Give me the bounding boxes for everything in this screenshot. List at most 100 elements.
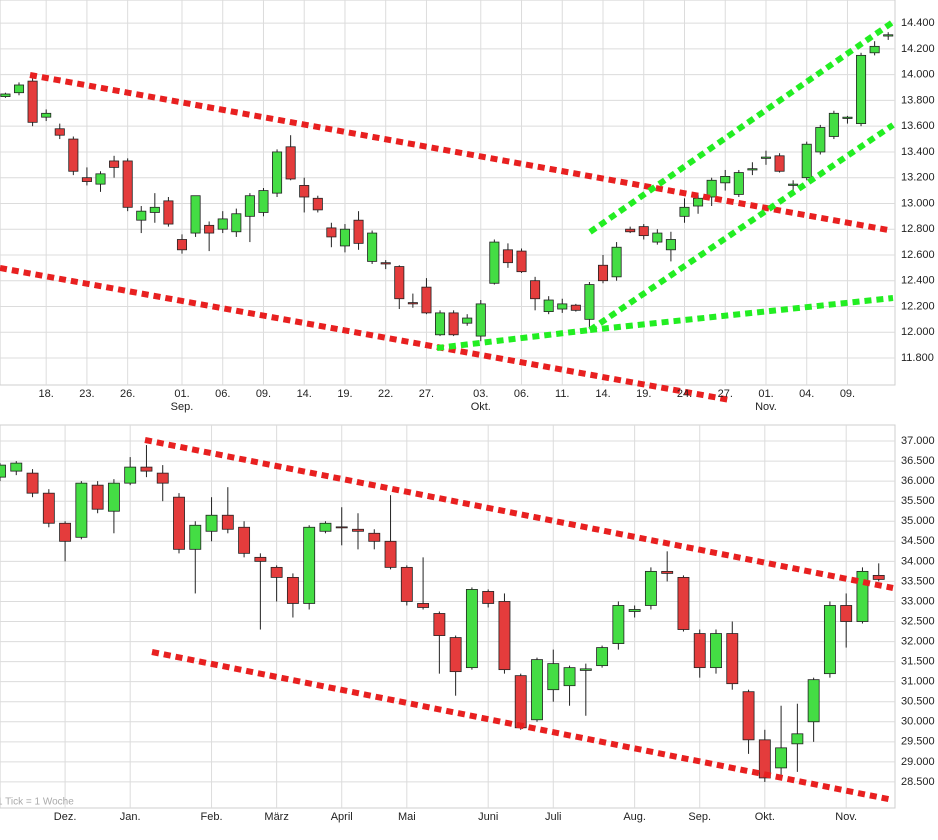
candle-body <box>679 206 690 217</box>
y-tick-label: 13.400 <box>901 146 935 158</box>
candle-body <box>596 647 609 667</box>
candle-body <box>319 522 332 532</box>
candle-body <box>612 605 625 644</box>
candle-body <box>75 482 88 538</box>
candle-body <box>530 280 541 300</box>
candle-body <box>221 514 234 530</box>
trend-line <box>436 327 591 351</box>
candle-body <box>815 127 826 153</box>
y-tick-label: 13.200 <box>901 172 935 184</box>
x-tick-label: 01. <box>174 388 189 400</box>
note: 1 Tick = 1 Woche <box>0 797 74 808</box>
x-tick-label: Jan. <box>120 811 141 823</box>
candle-body <box>10 462 23 472</box>
y-tick-label: 35.000 <box>901 515 935 527</box>
x-tick-label: 14. <box>595 388 610 400</box>
y-tick-label: 12.400 <box>901 275 935 287</box>
candle-body <box>742 691 755 741</box>
candle-body <box>205 514 218 532</box>
y-tick-label: 14.000 <box>901 69 935 81</box>
x-tick-label: 09. <box>840 388 855 400</box>
candle-body <box>638 226 649 237</box>
candle-body <box>557 303 568 310</box>
candle-body <box>489 241 500 284</box>
candle-body <box>665 239 676 251</box>
candle-body <box>258 190 269 213</box>
candle-body <box>124 466 137 484</box>
candle-body <box>726 633 739 685</box>
candle-body <box>791 733 804 745</box>
candle-body <box>270 566 283 578</box>
x-tick-label: 23. <box>79 388 94 400</box>
candle-body <box>286 576 299 604</box>
candle-body <box>312 197 323 211</box>
candle-body <box>531 659 543 721</box>
candle-body <box>449 637 462 673</box>
candle-body <box>149 206 160 213</box>
x-month-label: Sep. <box>171 401 194 413</box>
y-tick-label: 30.500 <box>901 696 935 708</box>
candle-body <box>828 112 839 137</box>
plot-area <box>0 424 896 809</box>
x-tick-label: 18. <box>39 388 54 400</box>
candle-body <box>628 609 641 612</box>
x-tick-label: Dez. <box>54 811 77 823</box>
candle-body <box>543 299 554 313</box>
candle-body <box>176 239 188 251</box>
y-tick-label: 32.000 <box>901 635 935 647</box>
y-tick-label: 33.000 <box>901 595 935 607</box>
candle-body <box>326 227 337 238</box>
candle-body <box>840 605 853 622</box>
candle-body <box>710 633 722 669</box>
y-tick-label: 12.200 <box>901 300 935 312</box>
y-tick-label: 29.500 <box>901 736 935 748</box>
candle-body <box>801 143 812 179</box>
trend-line <box>589 295 894 333</box>
candle-body <box>122 160 133 208</box>
candle-body <box>109 160 120 168</box>
candle-body <box>26 472 39 494</box>
x-tick-label: 19. <box>636 388 651 400</box>
candle-body <box>394 266 405 300</box>
x-month-label: Okt. <box>471 401 491 413</box>
candle-body <box>760 156 771 159</box>
candle-body <box>547 663 560 691</box>
candle-body <box>81 177 92 182</box>
candle-body <box>883 34 894 37</box>
candle-body <box>516 250 527 273</box>
candle-body <box>720 176 731 184</box>
x-tick-label: 11. <box>555 388 569 400</box>
candle-body <box>842 116 853 119</box>
y-tick-label: 12.600 <box>901 249 935 261</box>
candle-body <box>421 286 432 314</box>
candle-body <box>570 304 581 311</box>
candle-body <box>869 45 880 54</box>
x-tick-label: April <box>331 811 353 823</box>
x-tick-label: 03. <box>473 388 488 400</box>
candle-body <box>661 570 674 574</box>
candle-body <box>254 556 267 562</box>
y-tick-label: 31.500 <box>901 656 935 668</box>
candle-body <box>400 566 413 602</box>
x-tick-label: 27. <box>419 388 434 400</box>
candle-body <box>823 605 836 675</box>
candle-body <box>584 284 595 320</box>
candle-body <box>579 668 592 671</box>
x-tick-label: 27. <box>718 388 733 400</box>
x-tick-label: Feb. <box>201 811 223 823</box>
candle-body <box>807 679 820 723</box>
candle-body <box>217 218 228 230</box>
candle-body <box>303 526 316 604</box>
candle-body <box>244 195 255 217</box>
candle-body <box>611 246 622 278</box>
y-tick-label: 34.000 <box>901 555 935 567</box>
candle-body <box>59 522 72 542</box>
candle-body <box>136 210 147 221</box>
candle-body <box>706 179 717 198</box>
candle-body <box>285 146 296 180</box>
candle-body <box>498 601 511 671</box>
x-tick-label: 06. <box>514 388 529 400</box>
candle-body <box>475 303 486 337</box>
y-tick-label: 30.000 <box>901 716 935 728</box>
candle-body <box>189 524 202 550</box>
